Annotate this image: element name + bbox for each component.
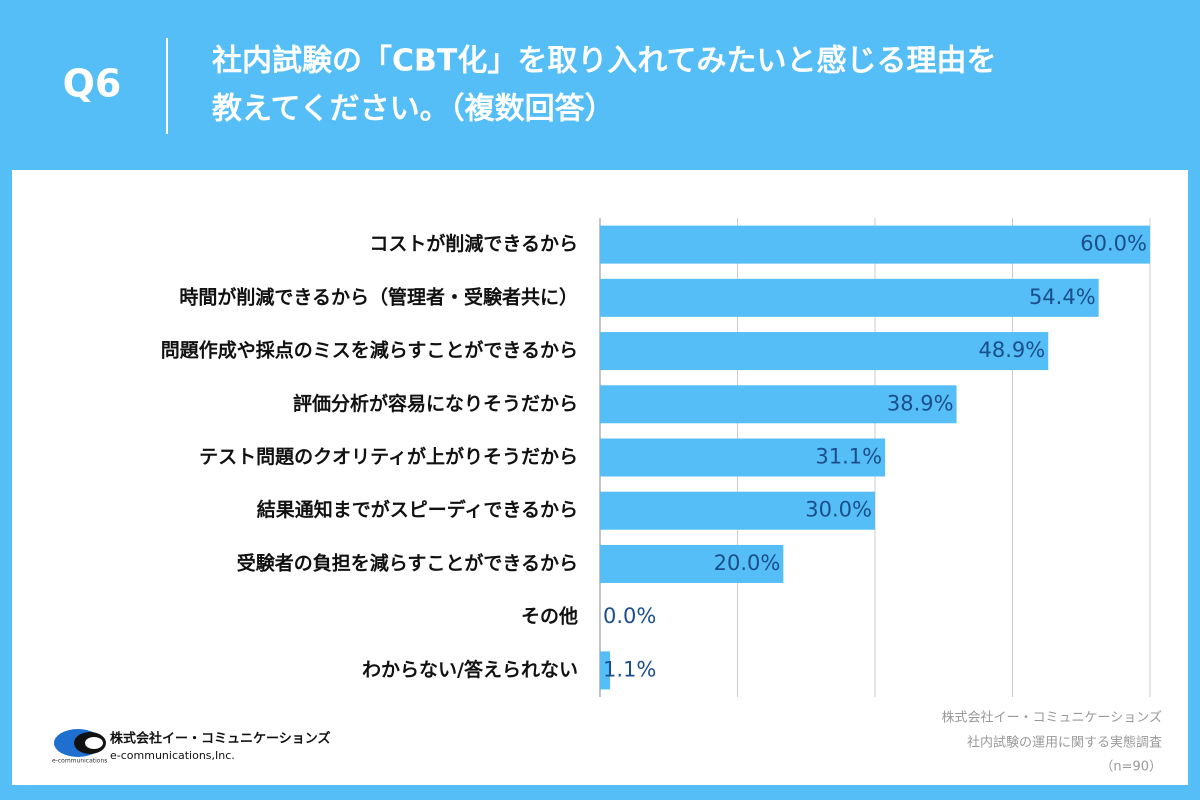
category-label: その他 (521, 605, 578, 628)
company-name: 株式会社イー・コミュニケーションズ (110, 731, 330, 747)
bar (600, 438, 886, 477)
bar (600, 225, 1150, 264)
value-label: 20.0% (714, 551, 781, 575)
category-label: 受験者の負担を減らすことができるから (237, 551, 578, 574)
bar (600, 491, 875, 530)
title-line: 教えてください。（複数回答） (212, 92, 615, 127)
value-label: 1.1% (603, 657, 656, 681)
logo-mark (85, 737, 103, 749)
logo-text: e-communications (52, 758, 107, 765)
category-label: テスト問題のクオリティが上がりそうだから (199, 445, 578, 468)
category-label: 結果通知までがスピーディできるから (257, 498, 578, 521)
category-label: わからない/答えられない (362, 658, 578, 681)
category-label: 時間が削減できるから（管理者・受験者共に） (179, 285, 578, 308)
source-note: 株式会社イー・コミュニケーションズ (942, 710, 1162, 726)
source-note: （n=90） (1100, 760, 1162, 775)
category-label: 評価分析が容易になりそうだから (293, 392, 578, 415)
bar (600, 544, 784, 583)
value-label: 38.9% (887, 391, 954, 415)
bar (600, 278, 1099, 317)
bar (600, 385, 957, 424)
category-label: コストが削減できるから (369, 232, 578, 255)
value-label: 60.0% (1080, 232, 1147, 256)
value-label: 48.9% (979, 338, 1046, 362)
value-label: 30.0% (805, 498, 872, 522)
source-note: 社内試験の運用に関する実態調査 (967, 735, 1162, 751)
logo: e-communications 株式会社イー・コミュニケーションズ e-com… (52, 729, 330, 765)
value-label: 31.1% (815, 445, 882, 469)
value-label: 0.0% (603, 604, 656, 628)
title-line: 社内試験の「CBT化」を取り入れてみたいと感じる理由を (212, 44, 996, 79)
question-label: Q6 (63, 62, 122, 106)
bar (600, 651, 611, 690)
category-label: 問題作成や採点のミスを減らすことができるから (161, 339, 578, 362)
bar (600, 332, 1049, 371)
company-name-en: e-communications,Inc. (110, 749, 235, 762)
value-label: 54.4% (1029, 285, 1096, 309)
